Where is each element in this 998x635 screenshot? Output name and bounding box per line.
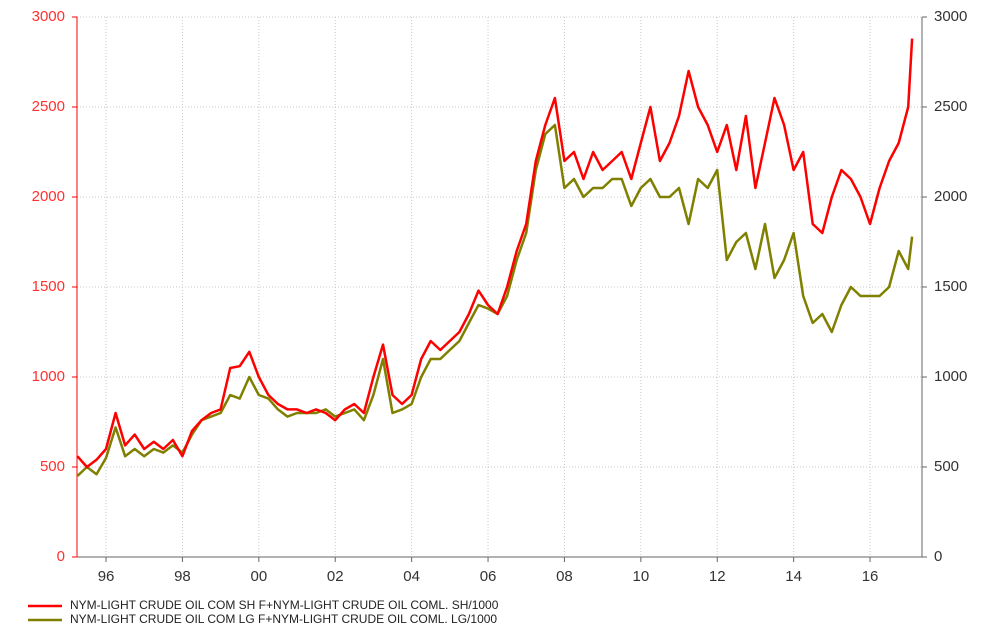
x-tick-label: 08 — [556, 568, 573, 585]
y2-tick-label: 1500 — [934, 278, 967, 295]
x-tick-label: 10 — [632, 568, 649, 585]
y-tick-label: 1000 — [32, 368, 65, 385]
y2-tick-label: 0 — [934, 548, 942, 565]
y-tick-label: 500 — [40, 458, 65, 475]
y-tick-label: 2500 — [32, 98, 65, 115]
y2-tick-label: 1000 — [934, 368, 967, 385]
x-tick-label: 98 — [174, 568, 191, 585]
y2-tick-label: 2500 — [934, 98, 967, 115]
x-tick-label: 16 — [862, 568, 879, 585]
x-tick-label: 96 — [98, 568, 115, 585]
x-tick-label: 12 — [709, 568, 726, 585]
series-line — [76, 123, 914, 477]
y-tick-label: 1500 — [32, 278, 65, 295]
legend-label: NYM-LIGHT CRUDE OIL COM LG F+NYM-LIGHT C… — [70, 612, 497, 626]
series-line — [76, 38, 914, 469]
y-tick-label: 3000 — [32, 8, 65, 25]
y-tick-label: 2000 — [32, 188, 65, 205]
x-tick-label: 00 — [250, 568, 267, 585]
y-tick-label: 0 — [57, 548, 65, 565]
y2-tick-label: 2000 — [934, 188, 967, 205]
x-tick-label: 02 — [327, 568, 344, 585]
x-tick-label: 04 — [403, 568, 420, 585]
legend-label: NYM-LIGHT CRUDE OIL COM SH F+NYM-LIGHT C… — [70, 598, 499, 612]
y2-tick-label: 500 — [934, 458, 959, 475]
x-tick-label: 06 — [480, 568, 497, 585]
x-tick-label: 14 — [785, 568, 802, 585]
y2-tick-label: 3000 — [934, 8, 967, 25]
